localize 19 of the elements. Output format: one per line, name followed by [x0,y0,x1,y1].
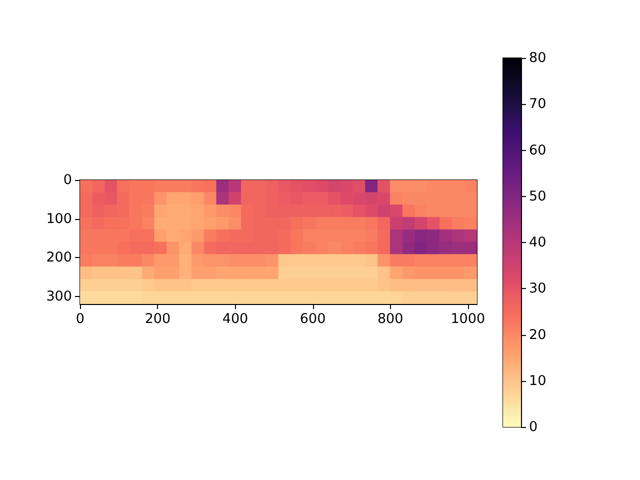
y-tick-label: 200 [46,250,72,266]
color-bar-label: 80 [529,50,546,66]
x-tick-label: 800 [377,311,404,327]
x-tick-label: 200 [144,311,171,327]
x-tick-label: 400 [222,311,248,327]
color-bar-label: 30 [529,280,546,297]
color-bar-label: 60 [529,142,546,158]
color-bar-label: 40 [529,234,546,250]
color-bar-label: 20 [529,326,546,343]
x-tick-label: 600 [300,311,326,327]
y-tick-label: 0 [63,172,72,188]
color-bar-label: 50 [529,188,546,204]
color-bar-label: 70 [529,96,546,112]
y-tick-label: 100 [46,210,72,227]
color-bar-label: 10 [529,372,546,389]
y-tick-label: 300 [46,288,72,304]
color-bar-label: 0 [529,419,538,435]
x-tick-label: 1000 [450,311,486,327]
x-tick-label: 0 [76,311,84,327]
